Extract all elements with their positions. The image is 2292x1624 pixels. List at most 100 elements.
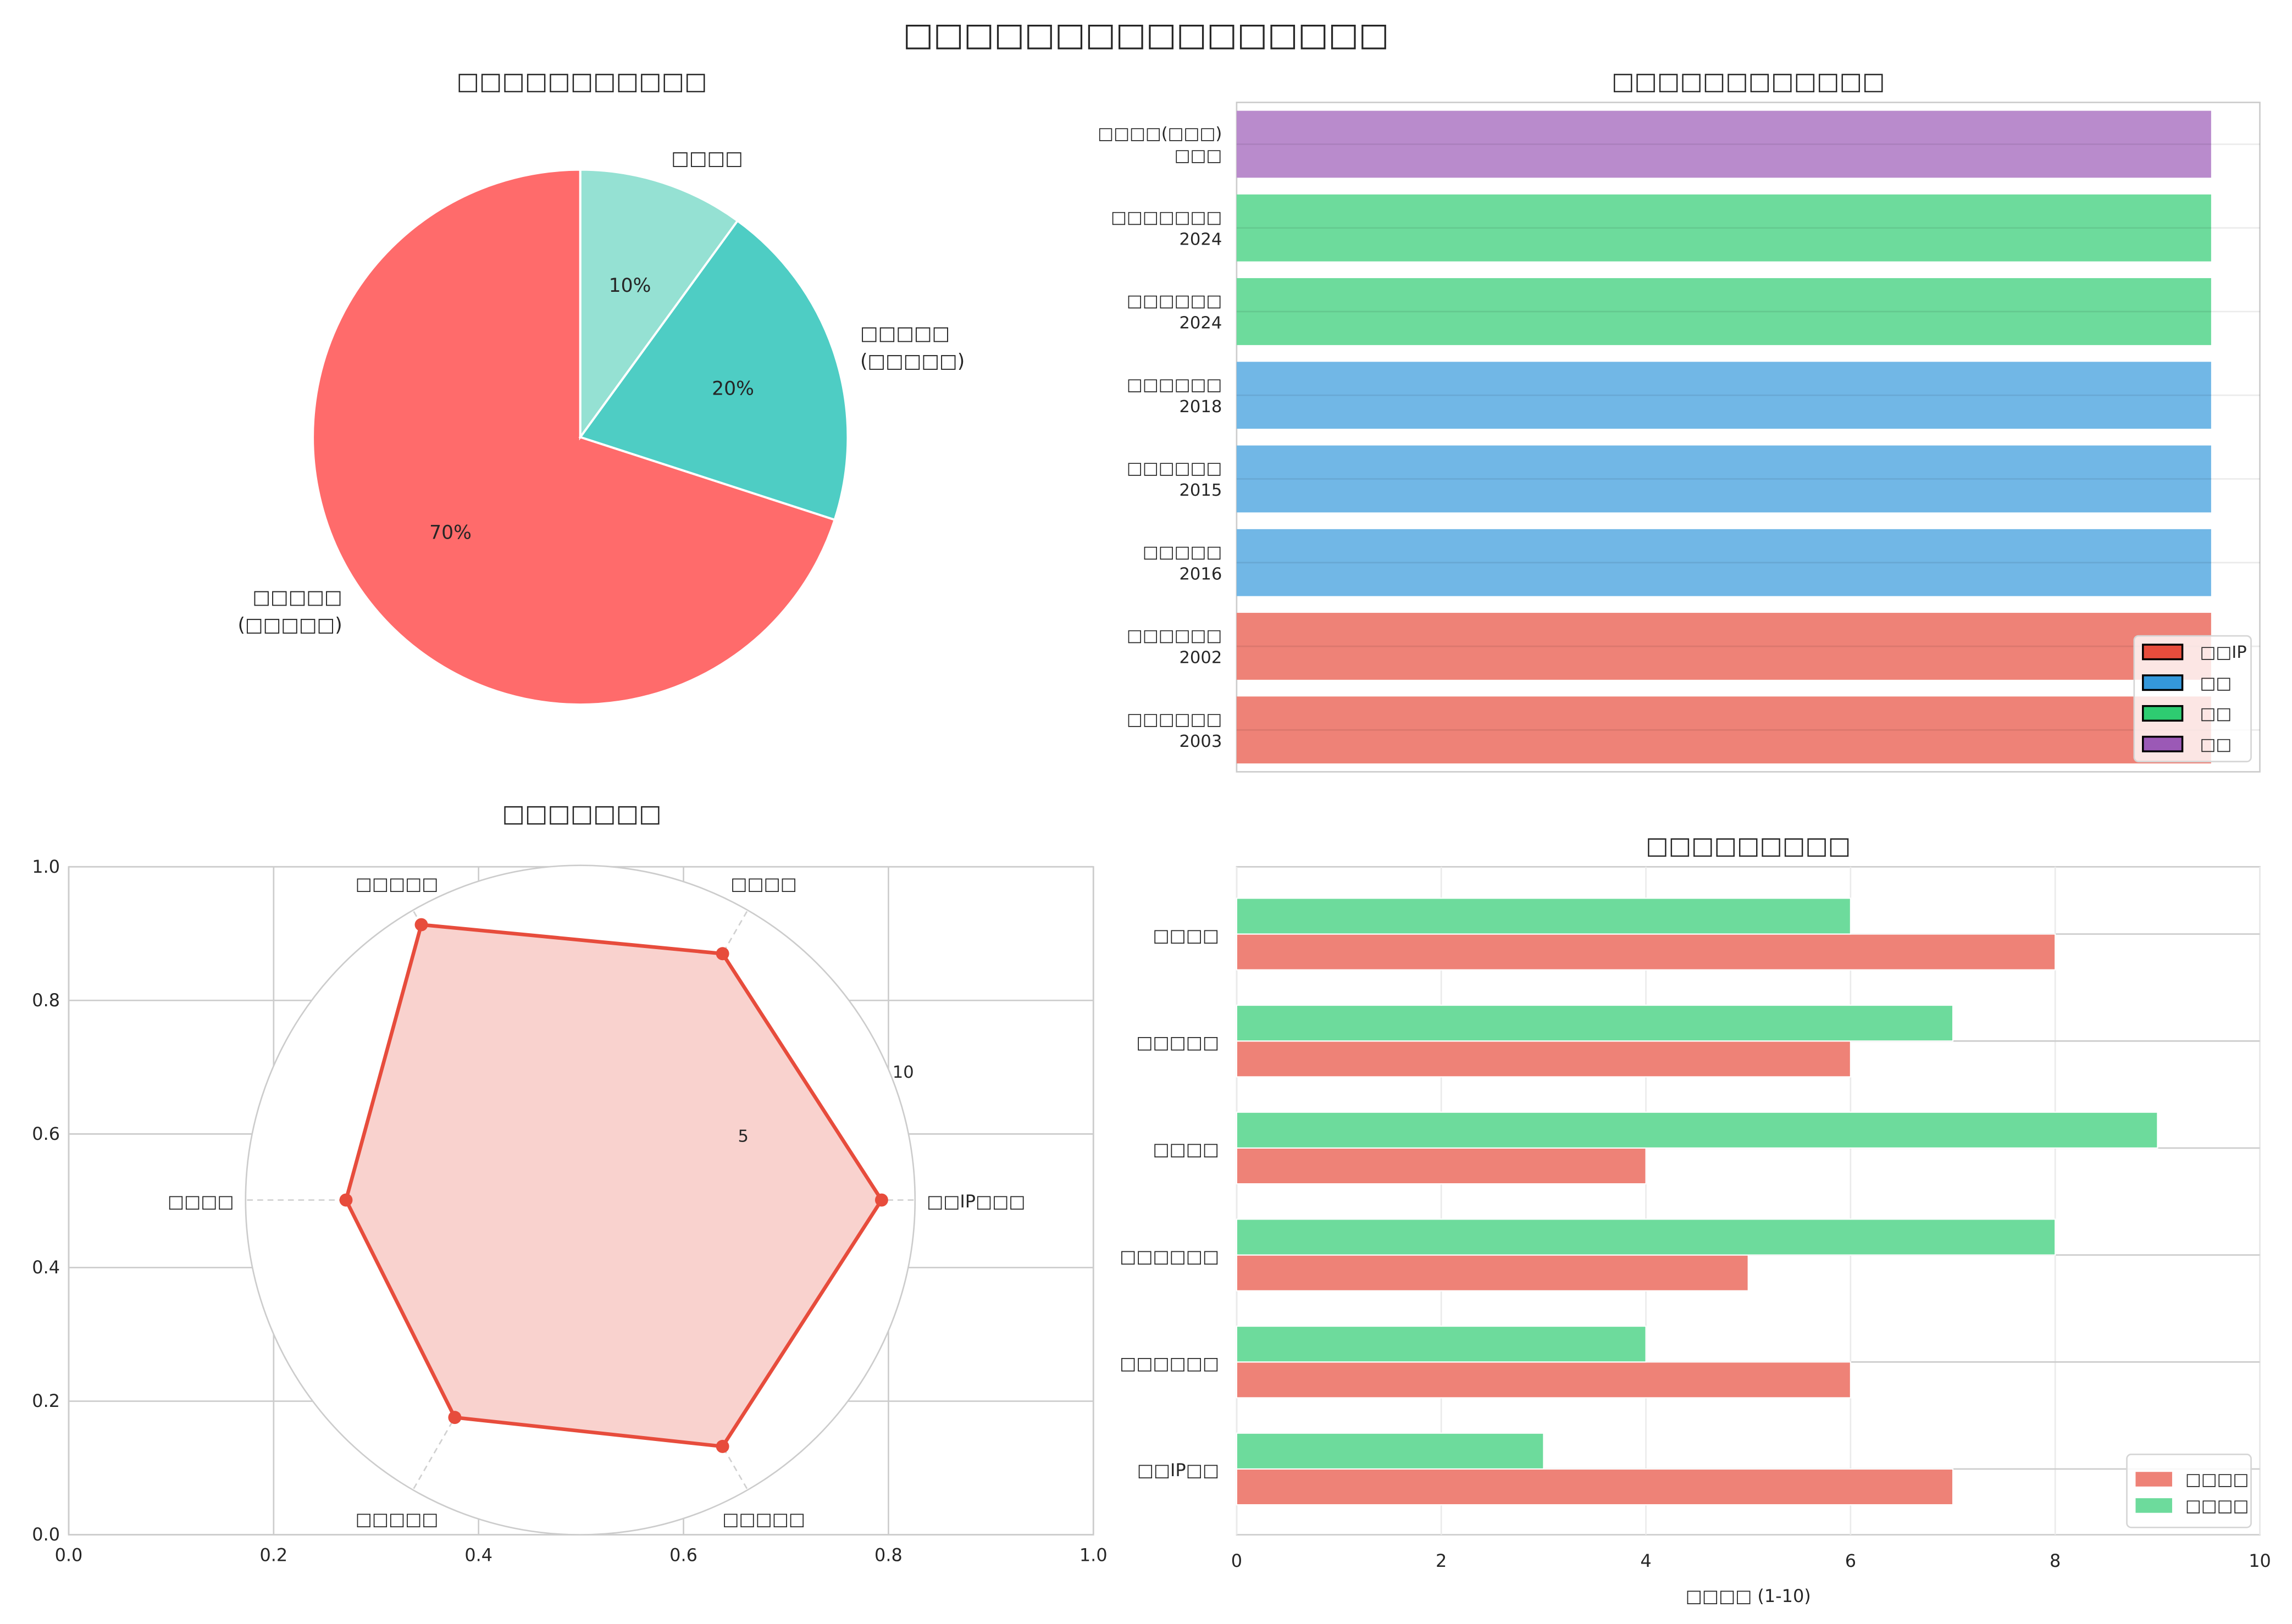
compare-bar-series-2 [1236,1326,1647,1363]
radar-point [339,1193,353,1207]
timeline-category-label: □□□□□□ 2015 [1127,459,1222,500]
legend-swatch [2142,644,2184,661]
background-xtick-label: 0.6 [669,1544,697,1565]
timeline-category-label: □□□□□□ 2024 [1127,292,1222,333]
legend-label: □□□□ [2185,1496,2249,1516]
legend-label: □□ [2200,735,2232,754]
radar-axis-label: □□□□□ [356,873,439,894]
compare-bar-series-1 [1236,1147,1647,1185]
compare-category-label: □□□□ [1153,925,1219,946]
legend-label: □□□□ [2185,1470,2249,1489]
background-xtick-label: 0.0 [55,1544,83,1565]
legend-swatch [2142,735,2184,752]
pie-chart: □□□□□ (□□□□□) 70% □□□□□ (□□□□□) 20% □□□□ 10% [237,148,965,706]
legend-frame [2126,1453,2252,1528]
legend-label: □□IP [2200,643,2246,662]
timeline-legend: □□IP □□ □□ □□ [2133,635,2252,763]
timeline-bar [1236,613,2211,680]
legend-swatch [2142,705,2184,722]
pie-pct-label: 70% [429,522,472,544]
compare-xtick-label: 8 [2050,1550,2061,1571]
compare-category-label: □□□□□□ [1120,1353,1219,1374]
compare-category-label: □□□□ [1153,1139,1219,1160]
timeline-bar [1236,110,2211,178]
compare-bar-series-2 [1236,1111,2158,1149]
pie-title: □□□□□□□□□□□ [456,67,707,95]
compare-category-label: □□□□□□ [1120,1246,1219,1267]
timeline-chart: □□□□(□□□) □□□ □□□□□□□ 2024 □□□□□□ 2024 □□□□□□ 2… [1098,102,2261,773]
compare-bar-series-2 [1236,897,1851,935]
legend-label: □□ [2200,705,2232,724]
radar-axis-label: □□□□□ [722,1509,805,1529]
timeline-bar [1236,445,2211,513]
compare-bar-series-2 [1236,1218,2056,1256]
background-xtick-label: 1.0 [1079,1544,1108,1565]
compare-xlabel: □□□□ (1-10) [1686,1586,1811,1606]
radar-point [448,1411,462,1425]
pie-label: □□□□□ (□□□□□) [237,586,342,636]
compare-chart: 0 2 4 6 8 10□□□□□□□□□□□□□□□□□□□□□□□□□□□IP□□ □□… [1120,866,2271,1571]
timeline-bar [1236,529,2211,596]
background-ytick-label: 1.0 [32,856,60,877]
compare-xtick-label: 10 [2249,1550,2271,1571]
radar-point [414,918,428,932]
radar-chart: 0.00.0 0.2 0.2 0.4 0.4 0.6 0.6 0.8 0.8 1.0 1.0 □□IP… [32,856,1107,1566]
compare-xtick-label: 2 [1436,1550,1447,1571]
compare-bar-series-1 [1236,1254,1749,1292]
radar-axis-label: □□□□ [168,1191,234,1212]
pie-label: □□□□ [671,148,743,170]
legend-frame [2133,635,2252,763]
radar-point [716,947,729,961]
radar-rtick-label: 10 [893,1063,914,1082]
compare-bar-series-1 [1236,933,2056,971]
timeline-category-label: □□□□□□ 2002 [1127,627,1222,668]
background-ytick-label: 0.0 [32,1524,60,1545]
compare-bar-series-2 [1236,1005,1954,1042]
background-ytick-label: 0.8 [32,990,60,1011]
compare-xtick-label: 0 [1231,1550,1242,1571]
pie-pct-label: 20% [712,378,754,400]
timeline-category-label: □□□□□□ 2018 [1127,375,1222,417]
background-ytick-label: 0.2 [32,1390,60,1411]
radar-axis-label: □□□□□ [356,1509,439,1529]
pie-slice [312,168,837,706]
compare-axes-frame [1236,866,2261,1536]
legend-swatch [2135,1472,2172,1487]
pie-slice [578,219,849,522]
compare-legend: □□□□ □□□□ [2126,1453,2252,1528]
background-ytick-label: 0.6 [32,1123,60,1144]
pie-pct-label: 10% [609,275,651,297]
legend-swatch [2135,1498,2172,1513]
timeline-category-label: □□□□(□□□) □□□ [1098,124,1222,165]
radar-title: □□□□□□□ [502,800,661,828]
radar-axis-label: □□IP□□□ [927,1191,1025,1212]
timeline-category-label: □□□□□□□ 2024 [1111,208,1222,249]
compare-bar-series-1 [1236,1468,1954,1506]
background-xtick-label: 0.8 [874,1544,903,1565]
timeline-category-label: □□□□□ 2016 [1143,542,1222,584]
background-ytick-label: 0.4 [32,1257,60,1278]
compare-title: □□□□□□□□□ [1646,832,1851,860]
timeline-bar [1236,278,2211,345]
compare-xtick-label: 6 [1845,1550,1856,1571]
legend-label: □□ [2200,674,2232,693]
pie-label: □□□□□ (□□□□□) [860,323,965,373]
radar-rtick-label: 5 [738,1127,748,1146]
compare-category-label: □□IP□□ [1137,1460,1219,1481]
compare-category-label: □□□□□ [1136,1032,1219,1053]
pie-slice [579,168,739,441]
radar-point [716,1439,729,1453]
background-xtick-label: 0.4 [464,1544,492,1565]
timeline-bar [1236,194,2211,262]
compare-xtick-label: 4 [1640,1550,1651,1571]
timeline-title: □□□□□□□□□□□□ [1612,67,1885,95]
compare-bar-series-2 [1236,1432,1544,1470]
figure-title: □□□□□□□□□□□□□□□□ [903,16,1389,53]
compare-bar-series-1 [1236,1040,1851,1078]
legend-swatch [2142,674,2184,691]
timeline-bar [1236,696,2211,764]
radar-point [874,1193,888,1207]
timeline-category-label: □□□□□□ 2003 [1127,710,1222,751]
radar-axis-label: □□□□ [730,873,797,894]
